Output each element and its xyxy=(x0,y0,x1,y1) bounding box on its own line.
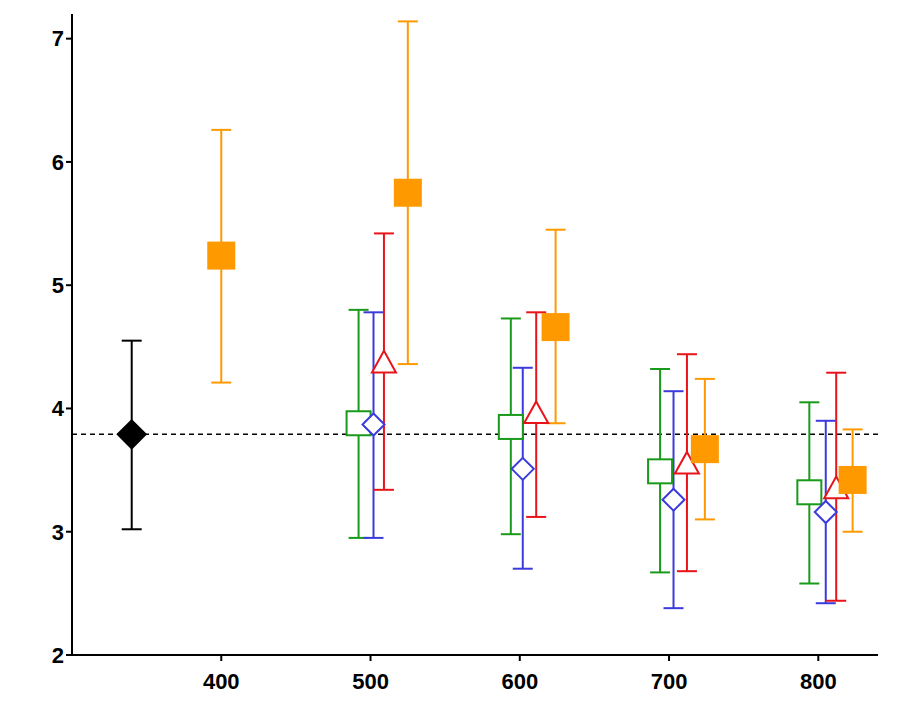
svg-text:800: 800 xyxy=(800,669,837,694)
svg-text:6: 6 xyxy=(52,150,64,175)
svg-text:7: 7 xyxy=(52,26,64,51)
svg-text:3: 3 xyxy=(52,520,64,545)
svg-text:600: 600 xyxy=(501,669,538,694)
svg-text:500: 500 xyxy=(352,669,389,694)
svg-text:400: 400 xyxy=(203,669,240,694)
svg-text:2: 2 xyxy=(52,643,64,668)
svg-text:4: 4 xyxy=(52,396,65,421)
svg-text:700: 700 xyxy=(651,669,688,694)
svg-text:5: 5 xyxy=(52,273,64,298)
